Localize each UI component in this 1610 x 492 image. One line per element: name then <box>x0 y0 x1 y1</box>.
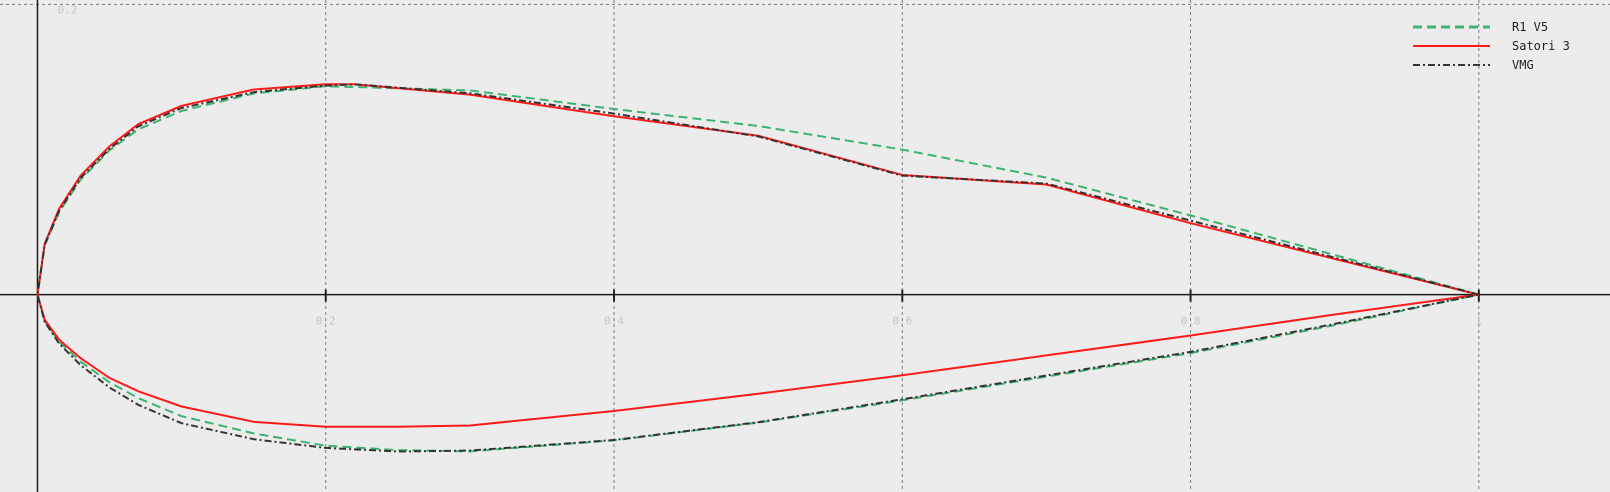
series-lines <box>36 83 1480 453</box>
legend-label: R1 V5 <box>1512 20 1548 34</box>
legend: R1 V5 Satori 3 VMG <box>1413 20 1570 72</box>
x-tick-label: 0.8 <box>1181 315 1201 328</box>
tick-labels: 0.2 0.4 0.6 0.8 1 0.2 <box>57 3 1482 327</box>
x-tick-label: 0.4 <box>604 315 624 328</box>
legend-label: Satori 3 <box>1512 39 1570 53</box>
x-tick-label: 0.2 <box>316 315 336 328</box>
y-tick-label: 0.2 <box>57 3 77 16</box>
legend-label: VMG <box>1512 58 1534 72</box>
x-tick-label: 1 <box>1476 315 1483 328</box>
series-line-satori-3 <box>36 83 1480 428</box>
x-tick-label: 0.6 <box>892 315 912 328</box>
